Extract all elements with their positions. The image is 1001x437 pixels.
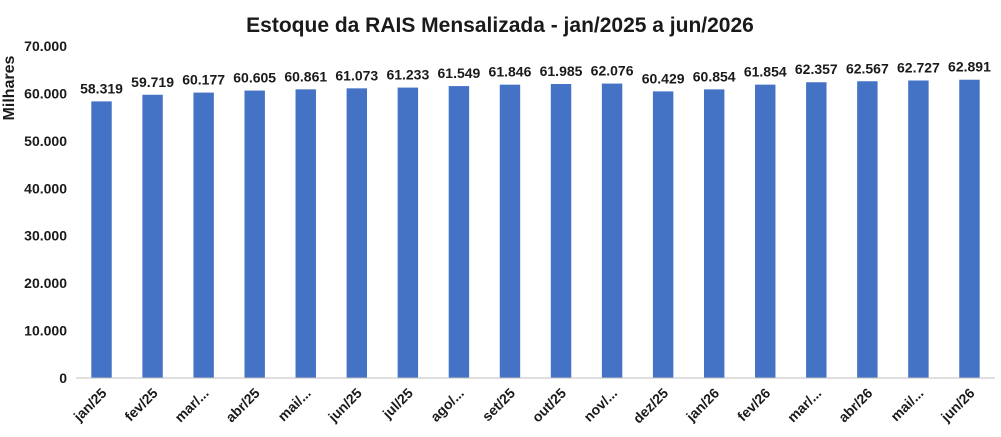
- x-tick-label: fev/25: [121, 385, 161, 425]
- y-tick-label: 10.000: [24, 323, 67, 339]
- x-tick-label: out/25: [529, 385, 570, 426]
- y-tick-label: 60.000: [24, 85, 67, 101]
- bar: [703, 89, 725, 378]
- data-label: 61.854: [744, 64, 787, 80]
- y-tick-label: 30.000: [24, 228, 67, 244]
- bar: [499, 84, 521, 379]
- data-label: 60.605: [233, 70, 276, 86]
- x-tick-label: mai/...: [274, 385, 313, 424]
- y-tick-label: 70.000: [24, 38, 67, 54]
- data-label: 60.177: [182, 72, 225, 88]
- x-tick-label: ago/...: [427, 385, 467, 425]
- x-axis-ticks: jan/25 fev/25 mar/... abr/25 mai/... jun/25 ju…: [70, 385, 978, 427]
- data-label: 62.076: [591, 63, 634, 79]
- bar: [959, 79, 980, 378]
- bar: [142, 94, 163, 378]
- data-label: 60.429: [642, 70, 685, 86]
- data-label: 61.073: [335, 67, 378, 83]
- x-tick-label: abr/25: [222, 385, 263, 426]
- y-tick-label: 20.000: [24, 275, 67, 291]
- bar: [448, 86, 470, 379]
- data-label: 60.861: [284, 68, 327, 84]
- data-label: 62.357: [795, 61, 838, 77]
- bar: [346, 88, 368, 379]
- x-tick-label: jun/25: [324, 385, 365, 426]
- x-tick-label: nov/...: [580, 385, 620, 425]
- x-tick-label: set/25: [479, 385, 519, 425]
- chart-title: Estoque da RAIS Mensalizada - jan/2025 a…: [246, 14, 754, 37]
- y-tick-label: 0: [59, 370, 67, 386]
- bar: [755, 84, 776, 378]
- x-tick-label: jan/26: [682, 385, 722, 425]
- y-axis-label: Milhares: [1, 55, 18, 120]
- data-label: 62.727: [897, 59, 940, 75]
- data-label: 61.549: [438, 65, 481, 81]
- x-tick-label: mar/...: [784, 385, 824, 425]
- data-labels: 58.319 59.719 60.177 60.605 60.861 61.073 61.2…: [80, 59, 991, 97]
- bar: [652, 91, 674, 378]
- data-label: 62.567: [846, 60, 889, 76]
- data-label: 58.319: [80, 80, 123, 96]
- x-tick-label: jun/26: [937, 385, 978, 426]
- bar: [91, 101, 112, 379]
- bar: [193, 92, 214, 379]
- bar: [397, 87, 419, 378]
- x-tick-label: mar/...: [171, 385, 211, 425]
- x-tick-label: jul/25: [379, 385, 416, 422]
- x-tick-label: dez/25: [630, 385, 672, 427]
- x-tick-label: abr/26: [835, 385, 876, 426]
- bar: [857, 81, 878, 378]
- x-tick-label: fev/26: [734, 385, 774, 425]
- data-label: 61.985: [540, 63, 583, 79]
- data-label: 61.233: [386, 67, 429, 83]
- y-tick-label: 50.000: [24, 133, 67, 149]
- bars: [91, 79, 980, 379]
- y-tick-label: 40.000: [24, 180, 67, 196]
- bar: [295, 89, 316, 378]
- data-label: 61.846: [489, 64, 532, 80]
- bar: [550, 84, 572, 378]
- bar: [908, 80, 929, 378]
- x-tick-label: mai/...: [887, 385, 926, 424]
- data-label: 62.891: [948, 59, 991, 75]
- bar: [806, 82, 827, 378]
- y-axis-ticks: 0 10.000 20.000 30.000 40.000 50.000 60.000 70.…: [24, 38, 67, 386]
- data-label: 59.719: [131, 74, 174, 90]
- bar: [244, 90, 265, 378]
- x-tick-label: jan/25: [70, 385, 110, 425]
- data-label: 60.854: [693, 68, 736, 84]
- bar: [601, 83, 623, 378]
